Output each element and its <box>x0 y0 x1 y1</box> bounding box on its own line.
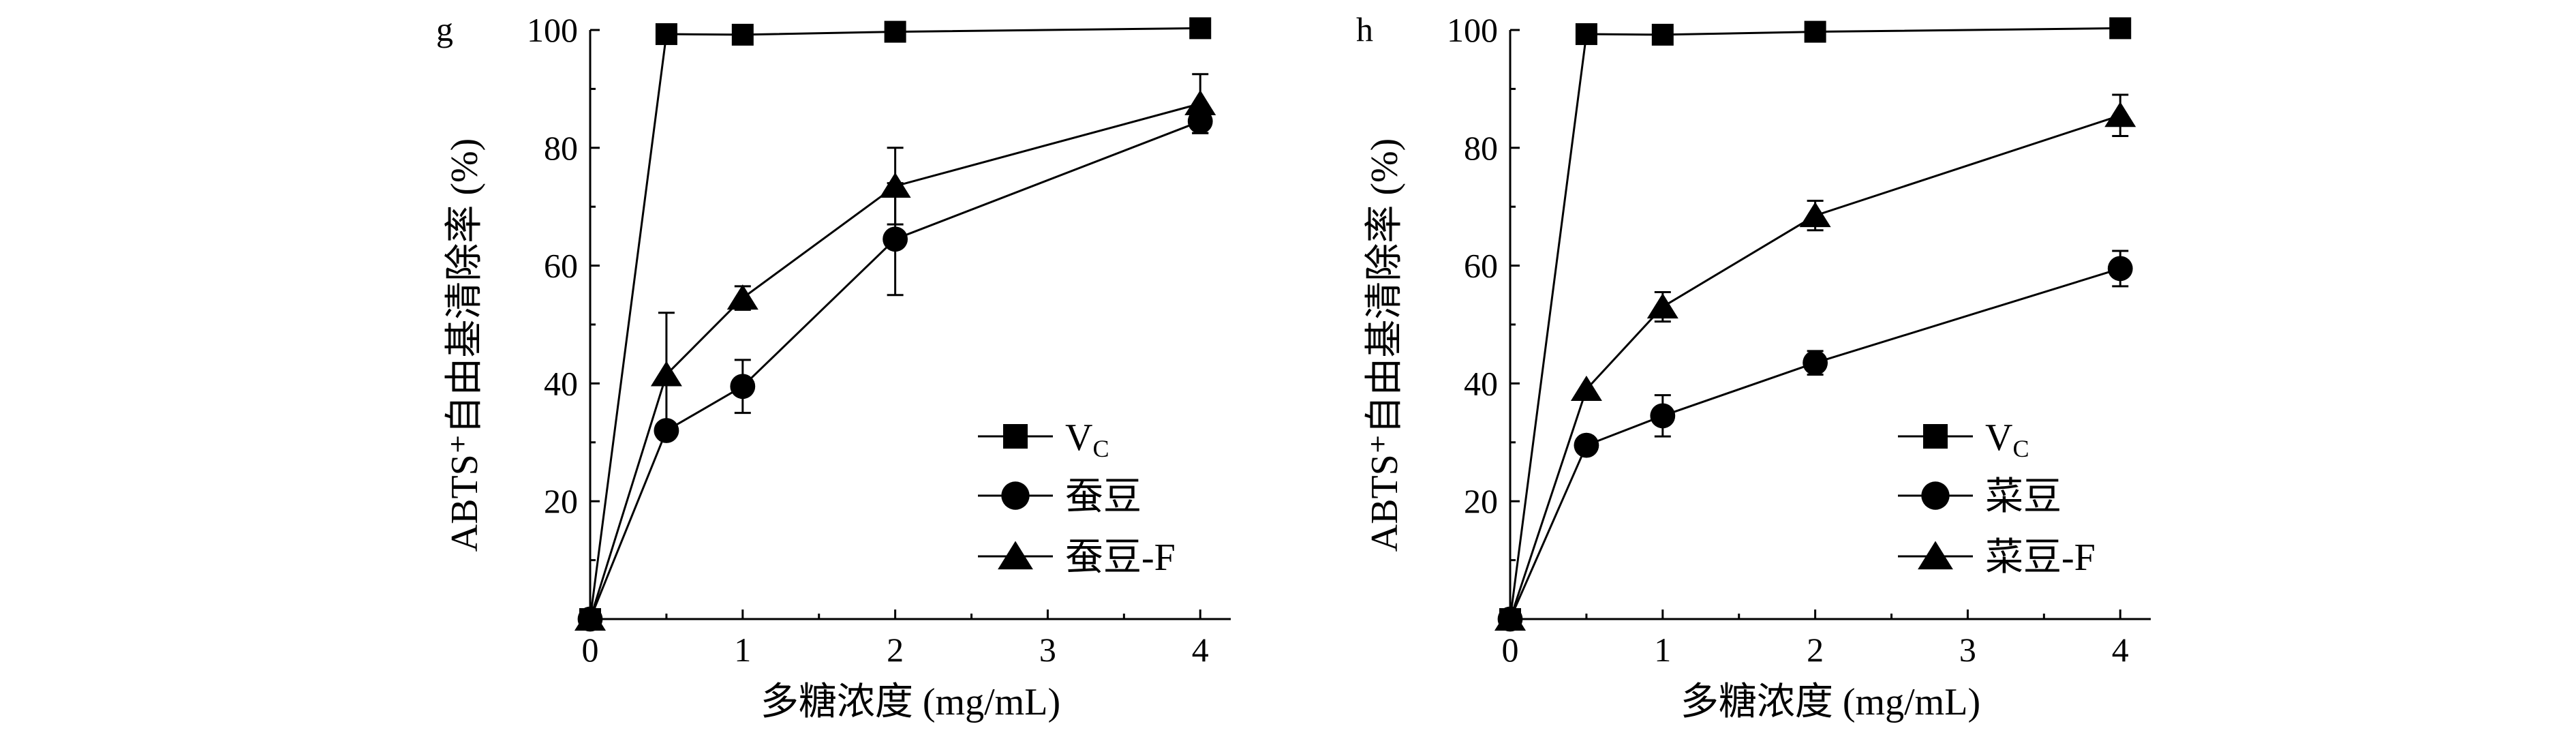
series-1-point <box>883 226 908 252</box>
legend-label-subscript: C <box>2012 435 2029 462</box>
series-1-point <box>2107 256 2133 282</box>
x-axis-title: 多糖浓度 (mg/mL) <box>761 681 1060 723</box>
legend-marker-2 <box>1918 541 1953 570</box>
legend-marker-1 <box>1001 481 1030 510</box>
legend-label-1: 菜豆 <box>1985 476 2061 518</box>
series-2-point <box>879 172 911 198</box>
y-tick-label: 20 <box>544 482 578 520</box>
series-2-point <box>1184 90 1216 115</box>
series-1-point <box>1650 403 1676 429</box>
y-tick-label: 20 <box>1464 482 1498 520</box>
y-tick-label: 100 <box>527 11 578 49</box>
series-1-point <box>730 374 756 400</box>
legend-marker-0 <box>1923 424 1948 449</box>
x-tick-label: 3 <box>1959 631 1976 669</box>
series-0-point <box>1804 20 1826 43</box>
legend-marker-1 <box>1921 481 1950 510</box>
y-tick-label: 60 <box>544 247 578 285</box>
y-axis-title: ABTS⁺自由基清除率 (%) <box>1364 138 1406 552</box>
series-0-line <box>1509 27 2121 620</box>
series-2-point <box>1646 293 1678 319</box>
legend-label-1: 蚕豆 <box>1065 476 1141 518</box>
legend-label-0: VC <box>1065 417 1109 462</box>
series-1-point <box>1574 432 1599 458</box>
panel-label: g <box>436 10 453 48</box>
series-1-point <box>1803 350 1828 376</box>
legend-label-2: 菜豆-F <box>1985 537 2096 579</box>
series-2-point <box>650 361 682 387</box>
x-tick-label: 3 <box>1039 631 1056 669</box>
series-2-point <box>574 605 606 631</box>
series-0-point <box>731 23 754 46</box>
y-tick-label: 40 <box>544 364 578 402</box>
panel-label: h <box>1356 10 1373 48</box>
series-0-line <box>589 27 1201 620</box>
legend-label-0: VC <box>1985 417 2029 462</box>
x-tick-label: 1 <box>1654 631 1671 669</box>
series-2-point <box>1799 202 1831 228</box>
x-tick-label: 4 <box>2112 631 2129 669</box>
y-tick-label: 80 <box>1464 129 1498 167</box>
x-tick-label: 0 <box>1502 631 1519 669</box>
legend-marker-2 <box>998 541 1033 570</box>
series-2-point <box>2104 102 2136 127</box>
series-0-point <box>1651 23 1674 46</box>
y-tick-label: 40 <box>1464 364 1498 402</box>
x-tick-label: 2 <box>1807 631 1824 669</box>
y-tick-label: 60 <box>1464 247 1498 285</box>
x-tick-label: 0 <box>582 631 599 669</box>
series-0-point <box>884 20 906 43</box>
series-2-point <box>726 284 758 310</box>
chart-panel-h: h 0 1 2 3 4 20 40 60 80 100 多糖浓度 (mg/mL) ABTS⁺自由基清除率… <box>1356 10 2151 723</box>
series-0-point <box>1189 17 1212 40</box>
y-tick-label: 80 <box>544 129 578 167</box>
chart-panel-g: g 0 1 2 3 4 20 40 60 80 100 多糖浓度 (mg/mL) ABTS⁺自由基清除率… <box>436 10 1231 723</box>
y-tick-label: 100 <box>1447 11 1498 49</box>
y-axis-title: ABTS⁺自由基清除率 (%) <box>444 138 486 552</box>
legend-marker-0 <box>1003 424 1028 449</box>
legend-label-subscript: C <box>1092 435 1109 462</box>
legend-label-2: 蚕豆-F <box>1065 537 1176 579</box>
series-0-point <box>1575 23 1597 46</box>
series-0-point <box>2109 17 2132 40</box>
x-tick-label: 4 <box>1192 631 1209 669</box>
series-2-point <box>1494 605 1526 631</box>
x-axis-title: 多糖浓度 (mg/mL) <box>1681 681 1980 723</box>
series-0-point <box>655 23 677 46</box>
series-2-point <box>1570 376 1602 402</box>
x-tick-label: 1 <box>734 631 751 669</box>
x-tick-label: 2 <box>887 631 904 669</box>
